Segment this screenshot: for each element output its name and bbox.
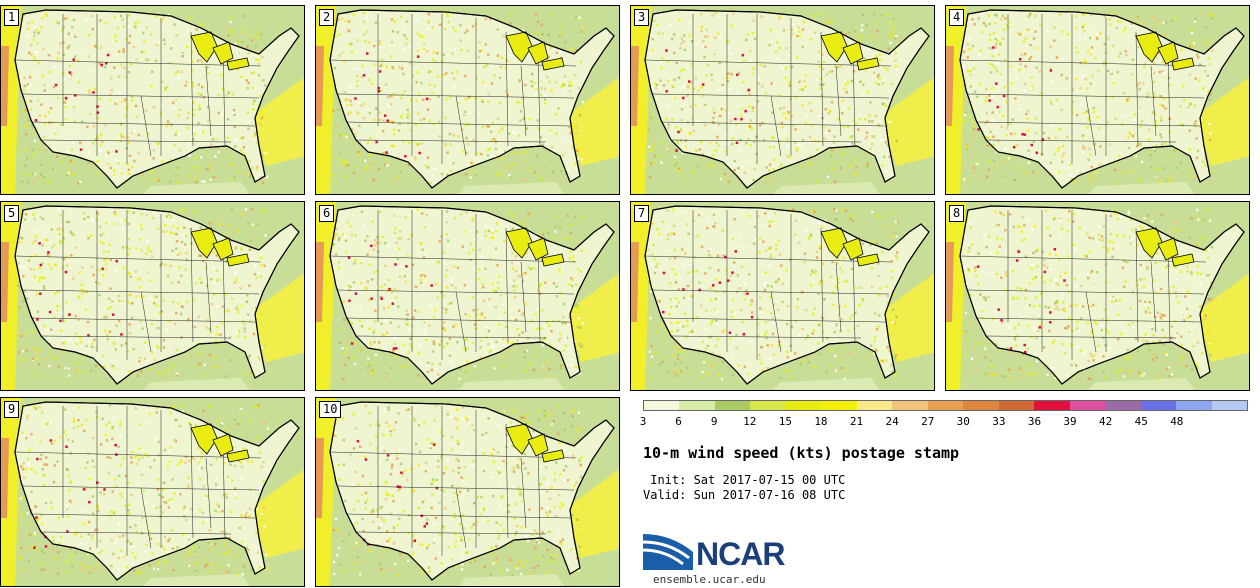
colorbar-tick-label: 24 bbox=[885, 415, 899, 428]
panel-number-label: 8 bbox=[949, 205, 965, 222]
panel-number-label: 7 bbox=[634, 205, 650, 222]
colorbar-tick-label: 12 bbox=[743, 415, 757, 428]
init-time: Init: Sat 2017-07-15 00 UTC bbox=[643, 473, 846, 487]
colorbar-tick-label: 9 bbox=[710, 415, 718, 428]
wind-speed-map bbox=[316, 202, 619, 390]
wind-speed-map bbox=[316, 398, 619, 586]
colorbar-tick-label: 15 bbox=[778, 415, 792, 428]
ensemble-member-panel: 9 bbox=[0, 397, 305, 587]
valid-time: Valid: Sun 2017-07-16 08 UTC bbox=[643, 488, 846, 502]
ensemble-member-panel: 2 bbox=[315, 5, 620, 195]
panel-number-label: 2 bbox=[319, 9, 335, 26]
wind-speed-map bbox=[631, 202, 934, 390]
wind-speed-map bbox=[946, 6, 1249, 194]
ensemble-member-panel: 7 bbox=[630, 201, 935, 391]
site-url[interactable]: ensemble.ucar.edu bbox=[653, 573, 766, 586]
colorbar-tick-label: 45 bbox=[1134, 415, 1148, 428]
ensemble-member-panel: 3 bbox=[630, 5, 935, 195]
wind-speed-map bbox=[1, 202, 304, 390]
panel-number-label: 5 bbox=[4, 205, 20, 222]
colorbar-tick-label: 3 bbox=[639, 415, 647, 428]
panel-number-label: 6 bbox=[319, 205, 335, 222]
colorbar-bin bbox=[1034, 401, 1070, 410]
ensemble-member-panel: 1 bbox=[0, 5, 305, 195]
colorbar-tick-label: 21 bbox=[849, 415, 864, 428]
ensemble-member-panel: 4 bbox=[945, 5, 1250, 195]
wind-speed-map bbox=[1, 398, 304, 586]
colorbar-bin bbox=[963, 401, 999, 410]
colorbar-bin bbox=[679, 401, 715, 410]
colorbar-bin bbox=[714, 401, 751, 410]
colorbar-bin bbox=[1105, 401, 1141, 410]
wind-speed-map bbox=[1, 6, 304, 194]
colorbar-bin bbox=[1211, 401, 1247, 410]
panel-number-label: 10 bbox=[319, 401, 342, 418]
map-title: 10-m wind speed (kts) postage stamp bbox=[643, 444, 960, 462]
colorbar-bin bbox=[1069, 401, 1106, 410]
colorbar-bin bbox=[892, 401, 928, 410]
colorbar-bin bbox=[927, 401, 964, 410]
colorbar-tick-label: 42 bbox=[1099, 415, 1113, 428]
colorbar-tick-label: 30 bbox=[956, 415, 970, 428]
ncar-logo-text: NCAR bbox=[696, 536, 785, 572]
ncar-logo-icon bbox=[643, 534, 693, 570]
colorbar-bin bbox=[821, 401, 857, 410]
colorbar-bin bbox=[644, 401, 680, 410]
colorbar-tick-label: 48 bbox=[1170, 415, 1184, 428]
ensemble-member-panel: 10 bbox=[315, 397, 620, 587]
ensemble-member-panel: 5 bbox=[0, 201, 305, 391]
colorbar-bin bbox=[1176, 401, 1212, 410]
wind-speed-map bbox=[631, 6, 934, 194]
colorbar-bin bbox=[785, 401, 822, 410]
colorbar-bin bbox=[1140, 401, 1177, 410]
ensemble-member-panel: 8 bbox=[945, 201, 1250, 391]
colorbar-tick-label: 6 bbox=[675, 415, 682, 428]
panel-number-label: 1 bbox=[4, 9, 20, 26]
ensemble-member-panel: 6 bbox=[315, 201, 620, 391]
colorbar-bin bbox=[750, 401, 786, 410]
panel-number-label: 3 bbox=[634, 9, 650, 26]
colorbar-tick-label: 33 bbox=[992, 415, 1006, 428]
colorbar-tick-label: 18 bbox=[814, 415, 828, 428]
wind-speed-map bbox=[946, 202, 1249, 390]
panel-number-label: 4 bbox=[949, 9, 965, 26]
colorbar-tick-label: 36 bbox=[1027, 415, 1042, 428]
wind-speed-map bbox=[316, 6, 619, 194]
panel-number-label: 9 bbox=[4, 401, 20, 418]
colorbar-tick-label: 39 bbox=[1063, 415, 1077, 428]
colorbar-bin bbox=[998, 401, 1035, 410]
colorbar bbox=[643, 400, 1248, 411]
colorbar-tick-label: 27 bbox=[921, 415, 935, 428]
colorbar-bin bbox=[856, 401, 893, 410]
